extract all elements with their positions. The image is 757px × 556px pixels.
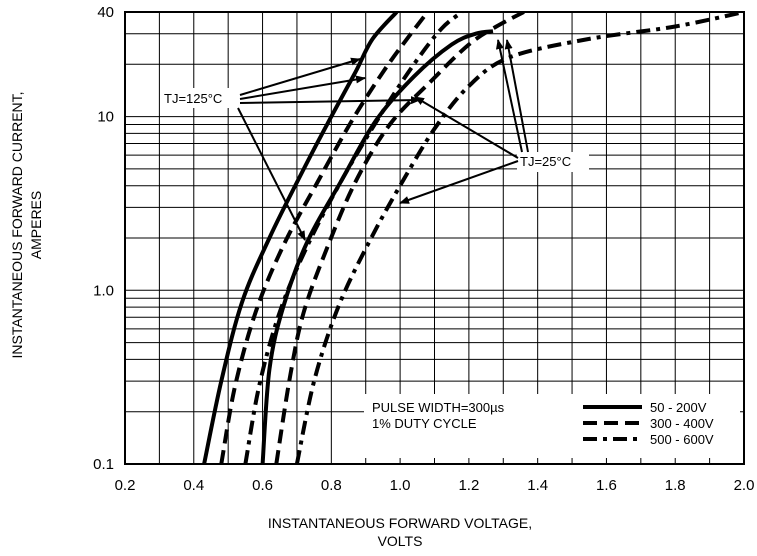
x-tick-label: 1.8	[665, 477, 686, 494]
y-axis-label: INSTANTANEOUS FORWARD CURRENT,	[9, 91, 25, 358]
annotation-arrows	[237, 39, 529, 241]
y-tick-label: 10	[97, 109, 114, 126]
x-tick-label: 1.2	[458, 477, 479, 494]
x-tick-label: 0.2	[115, 477, 136, 494]
x-tick-label: 1.4	[527, 477, 548, 494]
arrow-tj125-a	[239, 57, 361, 96]
arrow-tj25-c	[495, 39, 523, 153]
curve-solid-tj25	[260, 29, 494, 464]
arrow-tj125-d	[237, 107, 306, 241]
curve-dashdot-tj125	[243, 12, 464, 464]
x-axis-label: INSTANTANEOUS FORWARD VOLTAGE,	[268, 515, 532, 531]
tj25-label: TJ=25°C	[520, 154, 571, 169]
curve-dashed-tj25	[274, 12, 525, 464]
x-tick-label: 1.6	[596, 477, 617, 494]
legend-label: 300 - 400V	[650, 416, 714, 431]
curve-dashdot-tj25	[294, 12, 744, 464]
grid-lines	[124, 11, 745, 465]
tj125-label-bg	[160, 88, 242, 108]
x-tick-label: 0.8	[321, 477, 342, 494]
y-axis-label-units: AMPERES	[28, 191, 44, 259]
x-tick-labels: 0.2 0.4 0.6 0.8 1.0 1.2 1.4 1.6 1.8 2.0	[115, 477, 755, 494]
tj125-label: TJ=125°C	[164, 91, 222, 106]
y-tick-label: 0.1	[93, 456, 114, 473]
arrow-tj125-c	[239, 96, 421, 105]
arrow-tj125-b	[239, 75, 366, 100]
curves	[202, 12, 744, 464]
tj25-label-bg	[517, 152, 589, 172]
plot-frame	[124, 11, 745, 465]
x-tick-label: 0.6	[252, 477, 273, 494]
arrow-tj25-a	[414, 96, 519, 159]
legend-label: 50 - 200V	[650, 400, 707, 415]
x-tick-label: 1.0	[390, 477, 411, 494]
y-tick-labels: 0.1 1.0 10 40	[93, 4, 114, 473]
x-tick-label: 2.0	[734, 477, 755, 494]
legend-label: 500 - 600V	[650, 432, 714, 447]
curve-solid-tj125	[202, 12, 399, 464]
duty-cycle-label: 1% DUTY CYCLE	[372, 416, 477, 431]
pulse-width-label: PULSE WIDTH=300µs	[372, 400, 505, 415]
legend-background	[364, 394, 740, 458]
arrow-tj25-b	[399, 160, 519, 204]
y-tick-label: 40	[97, 4, 114, 21]
y-tick-label: 1.0	[93, 282, 114, 299]
arrow-tj25-d	[504, 39, 529, 153]
x-axis-label-units: VOLTS	[378, 533, 423, 549]
x-tick-label: 0.4	[183, 477, 204, 494]
curve-dashed-tj125	[219, 12, 430, 464]
